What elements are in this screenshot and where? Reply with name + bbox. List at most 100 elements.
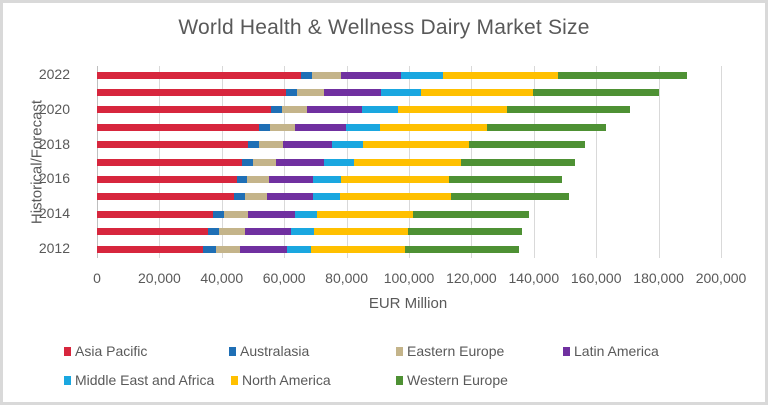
x-tick-label: 20,000 [137,270,181,286]
bar-segment [301,71,312,79]
bar-segment [276,158,325,166]
bar-segment [223,210,248,218]
bar-segment [216,245,241,253]
bar-segment [97,88,287,96]
bar-segment [317,210,414,218]
bar-segment [97,245,204,253]
legend-label: Western Europe [407,372,508,388]
bar-segment [97,193,234,201]
bar-2012 [97,245,520,253]
bar-segment [237,175,248,183]
bar-segment [331,141,363,149]
bar-2014 [97,210,530,218]
legend-label: Middle East and Africa [75,372,215,388]
bar-segment [244,193,267,201]
legend-label: Latin America [574,343,659,359]
x-tick-label: 80,000 [325,270,369,286]
bar-segment [258,123,270,131]
bar-segment [242,158,253,166]
y-tick-label: 2012 [38,240,70,256]
gridline [658,66,660,258]
bar-segment [97,228,209,236]
bar-segment [486,123,606,131]
bar-2016 [97,175,563,183]
plot-area [97,66,722,258]
bar-segment [97,175,238,183]
bar-segment [269,175,314,183]
bar-segment [468,141,585,149]
bar-2018 [97,141,585,149]
x-tick-label: 100,000 [383,270,435,286]
legend-label: Eastern Europe [407,343,505,359]
bar-segment [97,141,248,149]
bar-2022 [97,71,687,79]
bar-segment [296,88,325,96]
bar-segment [248,141,259,149]
bar-segment [421,88,534,96]
bar-2015 [97,193,569,201]
bar-segment [312,193,340,201]
legend-item: North America [231,372,331,388]
bar-segment [269,123,295,131]
gridline [721,66,722,258]
bar-segment [324,158,355,166]
x-tick-label: 40,000 [200,270,244,286]
bar-segment [286,88,297,96]
y-tick-label: 2022 [38,66,70,82]
x-tick-label: 200,000 [695,270,747,286]
bar-segment [362,141,469,149]
bar-segment [405,245,520,253]
y-tick-label: 2014 [38,205,70,222]
x-tick-label: 120,000 [446,270,497,286]
bar-segment [442,71,559,79]
bar-segment [203,245,217,253]
x-tick-label: 160,000 [570,270,622,286]
bar-segment [306,106,362,114]
bar-segment [340,71,401,79]
bar-segment [294,123,346,131]
chart-title: World Health & Wellness Dairy Market Siz… [178,16,590,39]
bar-segment [461,158,575,166]
y-tick-label: 2018 [38,135,70,152]
bar-segment [407,228,522,236]
bar-segment [290,228,314,236]
x-tick-label: 0 [93,270,101,286]
bar-segment [295,210,318,218]
legend-swatch-icon [396,375,403,385]
bar-segment [381,88,422,96]
bar-segment [313,228,408,236]
bar-segment [213,210,224,218]
legend-item: Middle East and Africa [64,372,214,388]
bar-segment [97,106,272,114]
bar-2013 [97,228,522,236]
bar-2019 [97,123,606,131]
bar-segment [311,71,341,79]
bar-segment [379,123,487,131]
bar-segment [282,106,307,114]
legend-item: Western Europe [396,372,508,388]
legend-swatch-icon [231,375,238,385]
bar-segment [247,175,270,183]
bar-segment [340,193,452,201]
legend-label: Asia Pacific [75,343,148,359]
bar-2017 [97,158,575,166]
bar-segment [258,141,283,149]
x-tick-label: 180,000 [633,270,684,286]
bar-segment [97,71,302,79]
bar-segment [271,106,282,114]
bar-segment [97,158,243,166]
bar-segment [282,141,332,149]
legend-item: Eastern Europe [396,343,504,359]
bar-segment [400,71,443,79]
bar-segment [267,193,313,201]
bar-segment [397,106,507,114]
legend-label: North America [242,372,331,388]
legend-label: Australasia [240,343,310,359]
bar-segment [244,228,291,236]
y-tick-label: 2020 [38,100,70,117]
bar-segment [361,106,398,114]
x-tick-label: 60,000 [262,270,306,286]
bar-segment [313,175,342,183]
legend-item: Asia Pacific [64,343,147,359]
